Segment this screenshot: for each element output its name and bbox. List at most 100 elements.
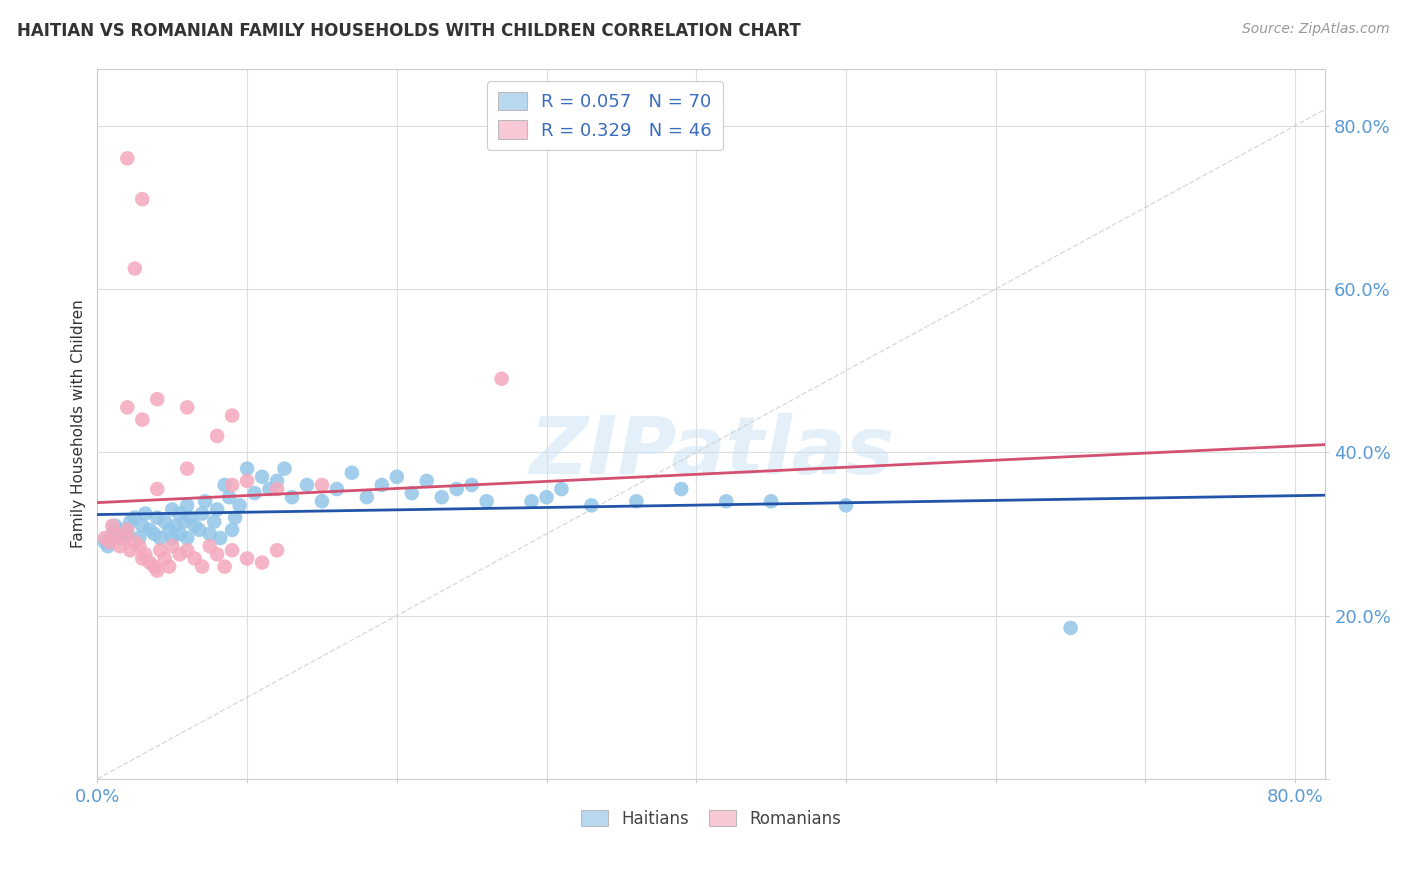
Point (176, 543, 198, 558)
Point (205, 502, 228, 516)
Point (179, 510, 201, 524)
Point (139, 556, 162, 570)
Point (536, 490, 558, 504)
Point (104, 518, 127, 533)
Point (160, 502, 183, 516)
Point (221, 409, 243, 423)
Point (205, 429, 228, 443)
Point (281, 490, 304, 504)
Point (266, 543, 288, 558)
Point (194, 494, 217, 508)
Point (124, 535, 146, 549)
Point (214, 478, 236, 492)
Point (273, 461, 295, 475)
Point (550, 482, 572, 496)
Point (160, 539, 183, 553)
Point (101, 518, 124, 533)
Point (371, 478, 394, 492)
Point (146, 482, 169, 496)
Point (311, 494, 333, 508)
Point (218, 490, 240, 504)
Point (98, 535, 121, 549)
Point (236, 551, 259, 566)
Point (169, 527, 191, 541)
Point (108, 531, 131, 545)
Point (117, 152, 139, 166)
Text: Source: ZipAtlas.com: Source: ZipAtlas.com (1241, 22, 1389, 37)
Point (108, 539, 131, 553)
Point (416, 474, 439, 488)
Point (460, 478, 482, 492)
Point (153, 551, 176, 566)
Point (236, 461, 259, 475)
Point (581, 499, 603, 513)
Point (176, 461, 198, 475)
Point (149, 543, 172, 558)
Point (139, 523, 162, 537)
Text: HAITIAN VS ROMANIAN FAMILY HOUSEHOLDS WITH CHILDREN CORRELATION CHART: HAITIAN VS ROMANIAN FAMILY HOUSEHOLDS WI… (17, 22, 800, 40)
Point (228, 499, 250, 513)
Point (120, 543, 142, 558)
Point (112, 523, 135, 537)
Point (128, 531, 150, 545)
Point (205, 547, 228, 561)
Point (131, 518, 153, 533)
Point (236, 474, 259, 488)
Point (149, 531, 172, 545)
Point (491, 372, 513, 386)
Point (157, 559, 180, 574)
Y-axis label: Family Households with Children: Family Households with Children (72, 300, 86, 548)
Point (475, 494, 498, 508)
Point (131, 412, 153, 426)
Point (157, 523, 180, 537)
Point (243, 486, 266, 500)
Point (259, 482, 281, 496)
Point (209, 531, 232, 545)
Point (759, 494, 782, 508)
Point (176, 531, 198, 545)
Point (221, 543, 243, 558)
Point (221, 523, 243, 537)
Point (221, 478, 243, 492)
Point (671, 482, 693, 496)
Point (169, 547, 191, 561)
Point (120, 515, 142, 529)
Point (97, 539, 120, 553)
Point (153, 515, 176, 529)
Point (191, 559, 214, 574)
Point (198, 527, 221, 541)
Point (250, 556, 273, 570)
Point (117, 527, 139, 541)
Point (266, 482, 288, 496)
Point (183, 551, 205, 566)
Point (191, 507, 214, 521)
Point (340, 466, 363, 480)
Point (214, 559, 236, 574)
Point (183, 518, 205, 533)
Point (202, 515, 225, 529)
Point (131, 192, 153, 206)
Point (385, 470, 408, 484)
Point (430, 490, 453, 504)
Legend: Haitians, Romanians: Haitians, Romanians (575, 803, 848, 835)
Point (520, 494, 543, 508)
Point (160, 531, 183, 545)
Point (143, 559, 166, 574)
Point (326, 482, 349, 496)
Point (112, 531, 135, 545)
Point (835, 499, 858, 513)
Point (295, 478, 318, 492)
Point (101, 527, 124, 541)
Point (143, 527, 166, 541)
Point (134, 507, 156, 521)
Point (188, 523, 211, 537)
Point (224, 510, 246, 524)
Point (104, 527, 127, 541)
Point (198, 539, 221, 553)
Point (356, 490, 378, 504)
Point (146, 564, 169, 578)
Point (94, 531, 117, 545)
Point (134, 547, 156, 561)
Point (714, 494, 737, 508)
Point (266, 474, 288, 488)
